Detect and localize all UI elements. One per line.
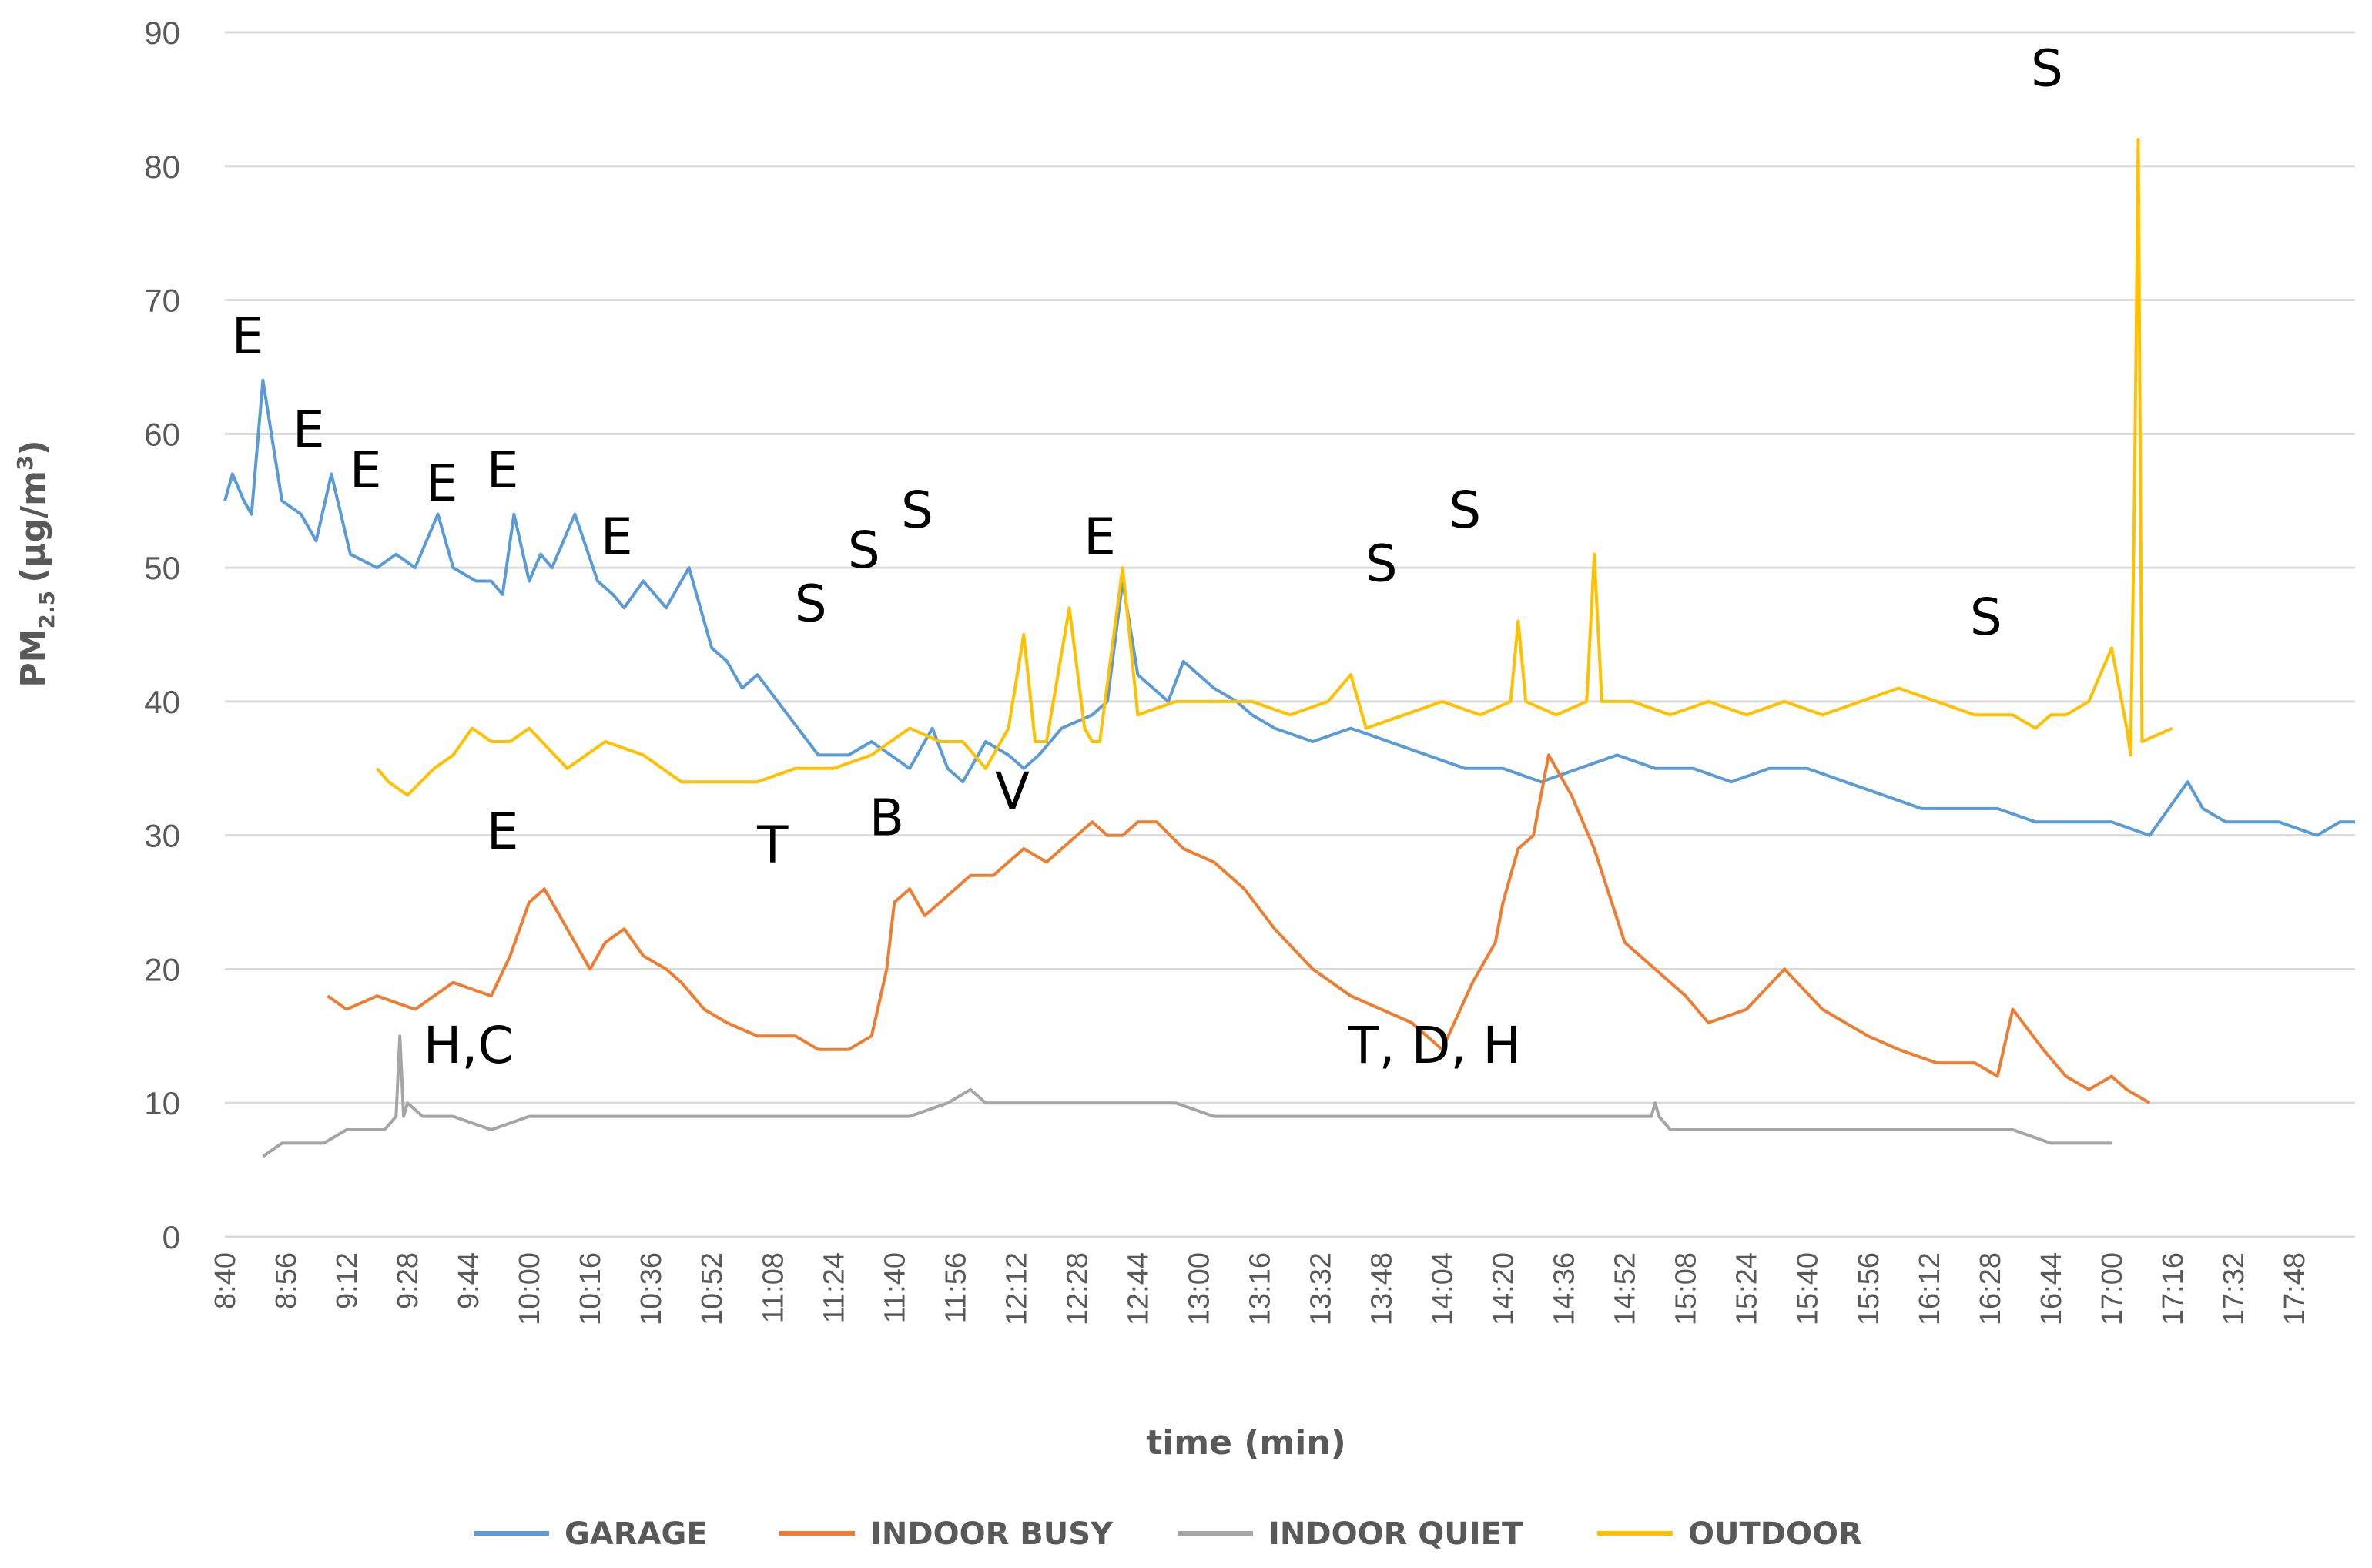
- x-tick-3: 9:28: [392, 1252, 424, 1309]
- annotation-17: V: [995, 762, 1030, 821]
- series-line-indoor-quiet: [262, 1034, 2112, 1158]
- annotation-13: S: [1970, 588, 2002, 647]
- x-tick-9: 11:08: [757, 1252, 789, 1323]
- legend-label-indoor-quiet: INDOOR QUIET: [1268, 1516, 1523, 1552]
- x-tick-6: 10:16: [575, 1252, 607, 1325]
- y-tick-20: 20: [144, 951, 180, 987]
- annotation-3: E: [426, 454, 458, 513]
- series-line-indoor-busy: [327, 753, 2151, 1104]
- x-tick-1: 8:56: [270, 1252, 303, 1309]
- x-tick-14: 12:28: [1061, 1252, 1094, 1325]
- x-tick-19: 13:48: [1366, 1252, 1399, 1325]
- y-tick-labels: 0 10 20 30 40 50 60 70 80 90: [144, 15, 180, 1255]
- y-tick-40: 40: [144, 684, 180, 720]
- x-tick-5: 10:00: [514, 1252, 546, 1325]
- x-tick-25: 15:24: [1731, 1252, 1764, 1325]
- x-tick-4: 9:44: [453, 1252, 485, 1309]
- annotation-10: S: [901, 481, 933, 540]
- x-tick-34: 17:48: [2279, 1252, 2311, 1325]
- annotation-7: E: [1084, 508, 1116, 567]
- x-tick-13: 12:12: [1000, 1252, 1033, 1325]
- annotation-18: H,C: [424, 1016, 514, 1075]
- series-line-garage: [223, 378, 2355, 837]
- x-tick-28: 16:12: [1914, 1252, 1946, 1325]
- legend: GARAGE INDOOR BUSY INDOOR QUIET OUTDOOR: [474, 1516, 1862, 1552]
- x-tick-18: 13:32: [1305, 1252, 1338, 1325]
- annotation-1: E: [293, 400, 325, 460]
- x-tick-22: 14:36: [1549, 1252, 1581, 1325]
- y-axis-title-sup: 3: [12, 456, 38, 471]
- legend-label-indoor-busy: INDOOR BUSY: [870, 1516, 1114, 1552]
- annotation-6: E: [487, 802, 519, 861]
- x-tick-20: 14:04: [1427, 1252, 1459, 1325]
- annotation-4: E: [487, 441, 519, 500]
- y-tick-0: 0: [162, 1219, 180, 1255]
- annotation-0: E: [232, 307, 264, 366]
- y-tick-50: 50: [144, 550, 180, 586]
- x-tick-30: 16:44: [2035, 1252, 2068, 1325]
- x-tick-31: 17:00: [2096, 1252, 2129, 1325]
- x-tick-29: 16:28: [1975, 1252, 2007, 1325]
- x-tick-labels: 8:40 8:56 9:12 9:28 9:44 10:00 10:16 10:36 10:52…: [209, 1252, 2311, 1325]
- x-tick-21: 14:20: [1488, 1252, 1520, 1325]
- x-tick-10: 11:24: [818, 1252, 850, 1323]
- y-axis-title-sub: 2.5: [34, 591, 59, 629]
- x-tick-16: 13:00: [1183, 1252, 1215, 1325]
- x-tick-27: 15:56: [1853, 1252, 1885, 1325]
- x-tick-2: 9:12: [331, 1252, 364, 1309]
- annotation-16: B: [869, 789, 904, 848]
- annotation-8: S: [795, 575, 827, 634]
- annotation-15: T: [756, 815, 789, 874]
- x-tick-11: 11:40: [879, 1252, 911, 1323]
- annotation-9: S: [848, 521, 880, 580]
- x-tick-15: 12:44: [1122, 1252, 1154, 1325]
- x-tick-32: 17:16: [2157, 1252, 2189, 1325]
- y-tick-30: 30: [144, 818, 180, 854]
- x-tick-26: 15:40: [1792, 1252, 1824, 1325]
- gridlines: [225, 31, 2355, 1238]
- series-lines: [223, 138, 2355, 1158]
- x-tick-7: 10:36: [635, 1252, 668, 1325]
- annotation-14: S: [2031, 39, 2063, 99]
- x-tick-12: 11:56: [940, 1252, 972, 1323]
- x-tick-17: 13:16: [1244, 1252, 1276, 1325]
- x-tick-33: 17:32: [2218, 1252, 2250, 1325]
- annotation-5: E: [601, 508, 633, 567]
- x-tick-0: 8:40: [209, 1252, 242, 1309]
- annotation-12: S: [1449, 481, 1481, 540]
- x-tick-23: 14:52: [1610, 1252, 1642, 1325]
- annotation-11: S: [1365, 534, 1398, 593]
- y-axis-title: PM2.5 (µg/m3): [12, 440, 59, 687]
- series-line-outdoor: [376, 138, 2173, 797]
- y-tick-80: 80: [144, 149, 180, 185]
- annotation-2: E: [350, 441, 382, 500]
- y-axis-title-close: ): [14, 440, 53, 455]
- y-tick-60: 60: [144, 416, 180, 452]
- y-axis-title-units: (µg/m: [14, 471, 53, 583]
- y-tick-70: 70: [144, 283, 180, 319]
- x-axis-title: time (min): [1146, 1423, 1346, 1462]
- y-axis-title-main: PM: [14, 629, 53, 688]
- x-tick-24: 15:08: [1670, 1252, 1703, 1325]
- annotation-19: T, D, H: [1347, 1016, 1521, 1075]
- y-tick-90: 90: [144, 15, 180, 51]
- y-tick-10: 10: [144, 1085, 180, 1121]
- x-tick-8: 10:52: [696, 1252, 729, 1325]
- legend-label-outdoor: OUTDOOR: [1688, 1516, 1862, 1552]
- legend-label-garage: GARAGE: [565, 1516, 708, 1552]
